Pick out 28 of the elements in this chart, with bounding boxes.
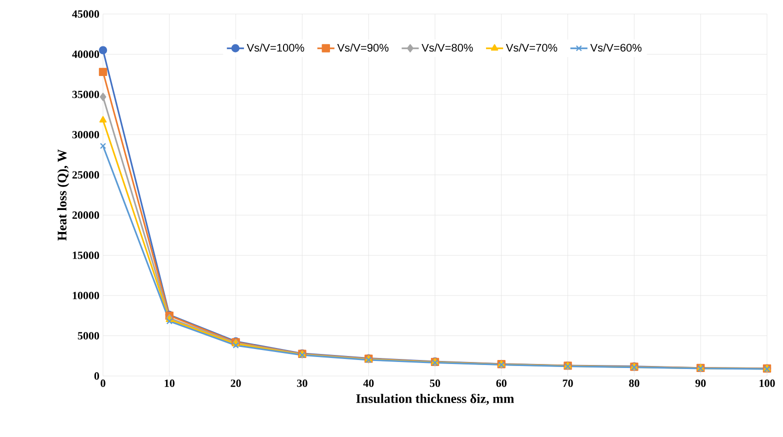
x-tick-label: 30 [297,380,308,387]
y-tick-label: 10000 [72,292,100,300]
x-tick-label: 0 [100,380,106,387]
y-tick-label: 35000 [72,90,100,98]
x-tick-label: 100 [760,380,775,387]
legend-label: Vs/V=90% [337,44,388,52]
legend-label: Vs/V=100% [246,44,304,52]
x-tick-label: 10 [164,380,174,387]
y-tick-label: 0 [94,372,100,380]
x-tick-label: 70 [562,380,573,387]
y-tick-label: 15000 [72,252,100,260]
y-tick-label: 40000 [72,50,100,58]
y-tick-label: 20000 [72,211,100,219]
x-tick-label: 20 [230,380,241,387]
y-axis-title: Heat loss (Q), W [57,149,70,241]
x-tick-label: 50 [430,380,440,387]
y-tick-label: 5000 [78,332,100,340]
x-tick-label: 40 [363,380,374,387]
x-tick-label: 90 [695,380,706,387]
y-tick-label: 25000 [72,171,100,179]
x-tick-label: 60 [496,380,506,387]
y-tick-label: 30000 [72,130,100,138]
x-axis-title: Insulation thickness δiz, mm [356,394,514,405]
legend-label: Vs/V=70% [506,44,558,52]
y-tick-label: 45000 [72,10,100,18]
x-tick-label: 80 [629,380,640,387]
legend-label: Vs/V=60% [590,44,642,52]
legend-label: Vs/V=80% [422,44,473,52]
